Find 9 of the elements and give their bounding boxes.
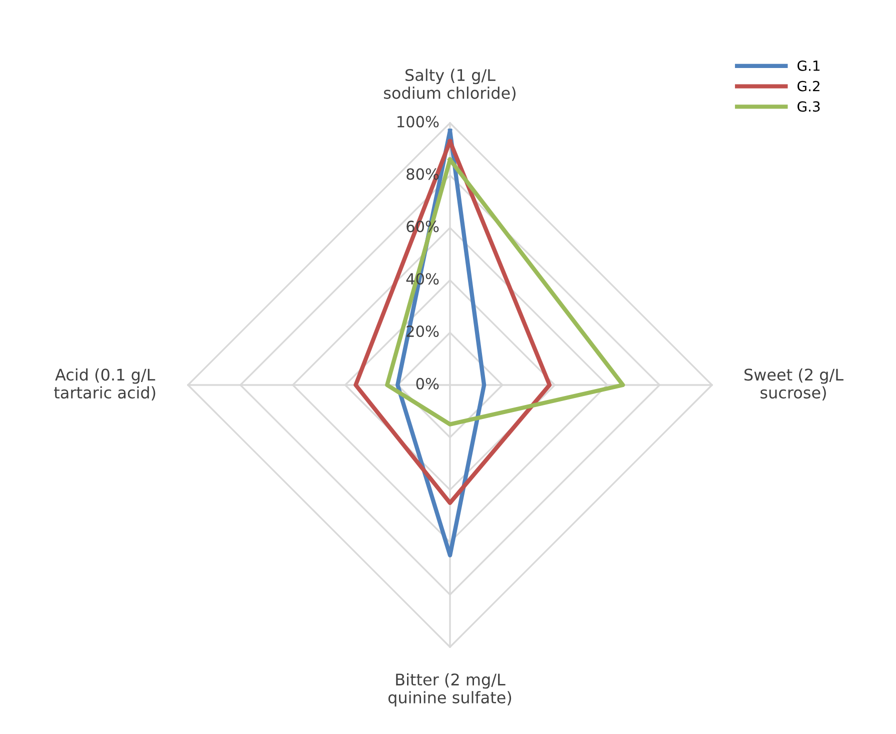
legend-label: G.1 — [798, 60, 820, 71]
legend-label: G.3 — [798, 101, 820, 112]
legend-label: G.2 — [798, 80, 820, 92]
y-tick-label: 0% — [416, 378, 439, 390]
spoke-label: Acid (0.1 g/L tartaric acid) — [54, 368, 156, 400]
spoke-label: Bitter (2 mg/L quinine sulfate) — [388, 673, 512, 707]
spoke-label: Salty (1 g/L sodium chloride) — [384, 68, 516, 101]
spoke-label: Sweet (2 g/L sucrose) — [744, 368, 844, 400]
y-tick-label: 100% — [398, 116, 439, 128]
